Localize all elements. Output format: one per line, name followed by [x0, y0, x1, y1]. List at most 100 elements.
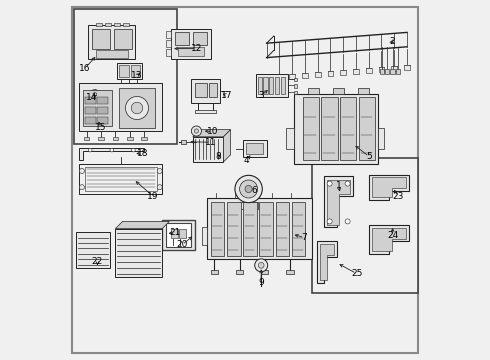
- Bar: [236, 270, 243, 274]
- Bar: [340, 70, 346, 75]
- Circle shape: [93, 93, 97, 96]
- Bar: [308, 88, 319, 94]
- Circle shape: [345, 181, 350, 186]
- Bar: [240, 202, 258, 209]
- Polygon shape: [223, 130, 231, 162]
- Bar: [312, 158, 418, 293]
- Text: 21: 21: [169, 228, 180, 237]
- Bar: [294, 84, 297, 88]
- Text: 25: 25: [351, 269, 362, 278]
- Bar: [104, 23, 111, 26]
- Bar: [85, 97, 96, 104]
- Bar: [116, 229, 162, 277]
- Bar: [79, 164, 162, 194]
- Bar: [289, 74, 295, 79]
- Bar: [98, 117, 108, 124]
- Text: 23: 23: [392, 192, 404, 201]
- Circle shape: [345, 219, 350, 224]
- Bar: [88, 25, 135, 59]
- Circle shape: [90, 90, 99, 99]
- Bar: [358, 88, 369, 94]
- Text: 7: 7: [301, 233, 307, 242]
- Text: 9: 9: [258, 278, 264, 287]
- Bar: [385, 69, 390, 74]
- Polygon shape: [369, 175, 409, 200]
- Bar: [366, 68, 371, 73]
- Text: 15: 15: [95, 123, 107, 132]
- Circle shape: [125, 96, 148, 120]
- Circle shape: [327, 181, 332, 186]
- Polygon shape: [79, 148, 144, 160]
- Bar: [380, 69, 384, 74]
- Circle shape: [240, 180, 258, 198]
- Circle shape: [327, 219, 332, 224]
- Bar: [294, 91, 297, 94]
- Text: 1: 1: [336, 181, 342, 190]
- Circle shape: [110, 148, 114, 152]
- Text: 6: 6: [251, 186, 257, 195]
- Bar: [117, 63, 143, 79]
- Bar: [119, 65, 129, 77]
- Bar: [281, 77, 285, 94]
- Polygon shape: [319, 244, 334, 280]
- Bar: [211, 270, 218, 274]
- Bar: [96, 23, 102, 26]
- Bar: [359, 97, 375, 160]
- Bar: [171, 29, 211, 59]
- Bar: [211, 202, 224, 256]
- Polygon shape: [116, 221, 170, 229]
- Polygon shape: [317, 241, 337, 283]
- Circle shape: [258, 262, 264, 268]
- Bar: [96, 50, 128, 58]
- Bar: [85, 167, 157, 191]
- Bar: [378, 128, 384, 149]
- Bar: [85, 117, 96, 124]
- Bar: [256, 74, 288, 97]
- Bar: [276, 75, 282, 80]
- Bar: [131, 65, 140, 77]
- Bar: [269, 77, 273, 94]
- Polygon shape: [369, 225, 409, 254]
- Polygon shape: [327, 180, 350, 225]
- Bar: [193, 32, 207, 45]
- Bar: [275, 77, 279, 94]
- Bar: [85, 107, 96, 114]
- Bar: [333, 88, 344, 94]
- Circle shape: [194, 129, 198, 133]
- Text: 22: 22: [92, 256, 103, 265]
- Bar: [209, 83, 217, 97]
- Bar: [114, 29, 132, 49]
- Circle shape: [132, 148, 135, 152]
- Bar: [74, 9, 176, 144]
- Text: 24: 24: [387, 231, 398, 240]
- Bar: [166, 31, 171, 38]
- Text: 18: 18: [137, 149, 148, 158]
- Bar: [193, 137, 223, 162]
- Bar: [379, 67, 384, 72]
- Bar: [98, 137, 104, 140]
- Bar: [259, 202, 273, 256]
- Text: 10: 10: [207, 127, 219, 136]
- Bar: [246, 143, 263, 154]
- Circle shape: [131, 102, 143, 114]
- Bar: [207, 198, 312, 259]
- Bar: [353, 69, 359, 74]
- Circle shape: [235, 175, 262, 203]
- Bar: [179, 229, 186, 238]
- Bar: [195, 110, 216, 113]
- Circle shape: [157, 185, 162, 190]
- Circle shape: [79, 185, 84, 190]
- Bar: [404, 65, 410, 70]
- Bar: [243, 202, 257, 256]
- Text: 11: 11: [205, 138, 217, 147]
- Polygon shape: [372, 177, 406, 197]
- Bar: [294, 94, 378, 164]
- Bar: [84, 137, 90, 140]
- Text: 19: 19: [147, 192, 159, 201]
- Text: 4: 4: [244, 156, 249, 165]
- Bar: [141, 137, 147, 140]
- Bar: [166, 40, 171, 47]
- Text: 13: 13: [131, 71, 143, 80]
- Bar: [261, 270, 269, 274]
- Bar: [98, 107, 108, 114]
